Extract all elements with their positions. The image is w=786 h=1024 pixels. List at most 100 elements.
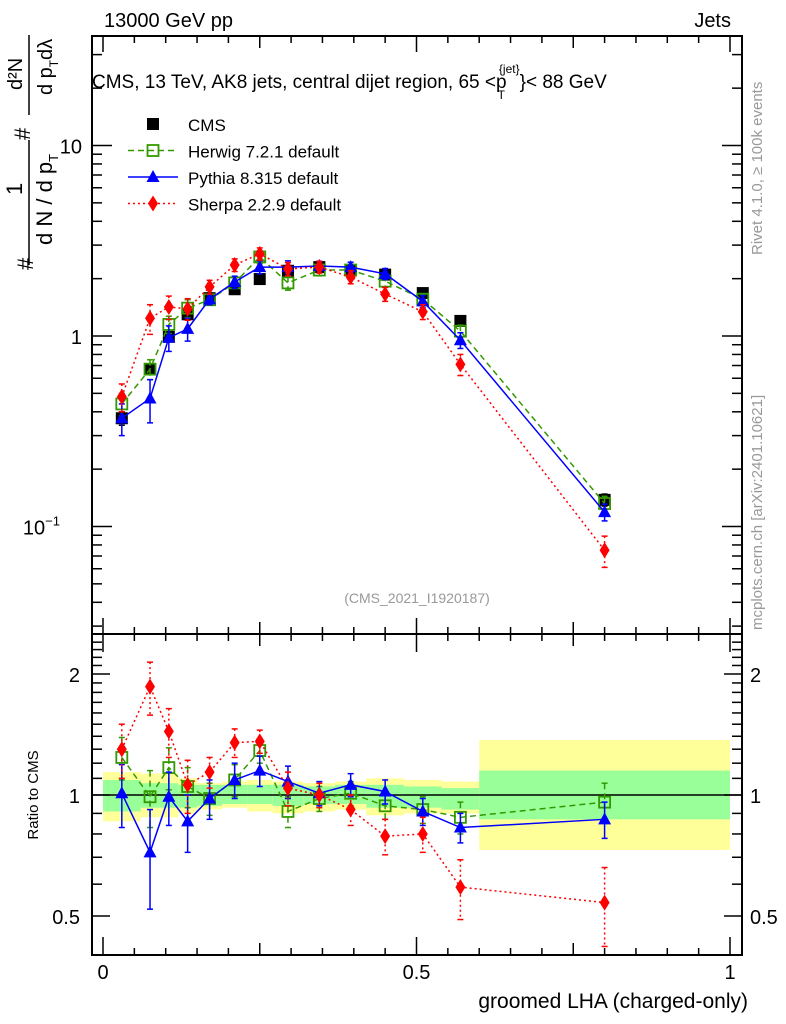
x-tick-label: 0.5 <box>403 962 431 984</box>
main-y-tick-label: 1 <box>71 327 82 349</box>
main-pythia-point <box>344 260 358 273</box>
mcplots-label: mcplots.cern.ch [arXiv:2401.10621] <box>749 395 766 630</box>
ratio-pythia-point <box>162 789 176 802</box>
legend-sherpa-marker <box>148 195 158 212</box>
rivet-label: Rivet 4.1.0, ≥ 100k events <box>749 82 766 255</box>
main-herwig-line <box>121 255 606 505</box>
ratio-sherpa-point <box>282 780 293 797</box>
ratio-sherpa-point <box>204 764 215 781</box>
main-pythia-point <box>253 260 267 273</box>
title-main: CMS, 13 TeV, AK8 jets, central dijet reg… <box>92 72 507 93</box>
legend-pythia-label: Pythia 8.315 default <box>188 169 339 188</box>
legend-sherpa-label: Sherpa 2.2.9 default <box>188 196 341 215</box>
stat-uncertainty-band <box>441 788 480 810</box>
main-pythia-point <box>181 321 195 334</box>
ylabel-hash-bottom: # <box>13 257 38 270</box>
ratio-y-tick-label-right: 2 <box>750 665 761 687</box>
ratio-pythia-point <box>253 763 267 776</box>
ylabel-lambda: dλ <box>35 39 57 60</box>
ylabel-numerator: d²N <box>5 58 27 90</box>
main-y-label: # 1 d N / d pT # d²N d pT dλ <box>2 35 61 270</box>
ratio-sherpa-point <box>116 741 127 758</box>
ratio-pythia-point <box>344 777 358 790</box>
ratio-herwig-point <box>143 790 157 804</box>
ratio-pythia-point <box>203 791 217 804</box>
legend: CMS Herwig 7.2.1 default Pythia 8.315 defa… <box>128 116 341 215</box>
main-sherpa-point <box>254 245 265 262</box>
main-sherpa-point <box>345 269 356 286</box>
legend-pythia-marker <box>146 170 160 182</box>
header-left-label: 13000 GeV pp <box>104 10 233 32</box>
analysis-watermark: (CMS_2021_I1920187) <box>344 590 490 606</box>
main-sherpa-point <box>229 256 240 273</box>
ratio-sherpa-point <box>163 723 174 740</box>
ratio-pythia-point <box>416 804 430 817</box>
ratio-pythia-point <box>143 845 157 858</box>
ylabel-one: 1 <box>2 183 27 195</box>
main-y-tick-label: 10−1 <box>23 514 60 540</box>
ylabel-denominator-2: d pT <box>35 59 61 95</box>
main-sherpa-point <box>314 259 325 276</box>
ratio-y-label: Ratio to CMS <box>25 750 42 839</box>
main-sherpa-point <box>116 388 127 405</box>
main-sherpa-line <box>121 252 606 551</box>
main-sherpa-point <box>455 356 466 373</box>
ratio-sherpa-point <box>229 734 240 751</box>
main-herwig-point <box>281 276 295 290</box>
legend-herwig-label: Herwig 7.2.1 default <box>188 143 339 162</box>
main-pythia-point <box>115 411 129 424</box>
ratio-y-tick-label: 1 <box>69 786 80 808</box>
main-y-tick-label: 10 <box>60 137 82 159</box>
ratio-sherpa-point <box>417 825 428 842</box>
ratio-y-tick-label-right: 0.5 <box>750 907 778 929</box>
ratio-frame: 0.5 0.5 1 1 2 2 0 0.5 1 <box>52 633 778 984</box>
main-pythia-point <box>228 275 242 288</box>
ratio-sherpa-point <box>599 894 610 911</box>
ratio-pythia-point <box>181 814 195 827</box>
plot-title: CMS, 13 TeV, AK8 jets, central dijet reg… <box>92 62 607 102</box>
ratio-sherpa-point <box>314 787 325 803</box>
x-tick-label: 0 <box>97 962 108 984</box>
title-after: }< 88 GeV <box>520 72 607 93</box>
ratio-pythia-point <box>453 820 467 833</box>
ratio-pythia-point <box>115 786 129 799</box>
ylabel-denominator: d N / d pT <box>32 154 61 245</box>
main-cms-point <box>253 273 266 286</box>
ratio-y-tick-label-right: 1 <box>750 786 761 808</box>
ratio-sherpa-point <box>145 678 156 695</box>
main-pythia-point <box>453 333 467 346</box>
ratio-y-tick-label: 2 <box>69 665 80 687</box>
main-pythia-point <box>203 292 217 305</box>
title-sup: {jet} <box>499 62 520 76</box>
ratio-sherpa-point <box>345 801 356 818</box>
title-sub: T <box>498 88 506 102</box>
ratio-series-layer <box>115 661 612 948</box>
main-pythia-point <box>598 505 612 518</box>
main-herwig-point <box>143 362 157 376</box>
main-pythia-point <box>378 266 392 279</box>
main-sherpa-point <box>204 278 215 295</box>
main-series-layer <box>115 245 612 569</box>
header-right-label: Jets <box>694 10 731 32</box>
legend-cms-label: CMS <box>188 116 226 135</box>
ylabel-hash-mid: # <box>10 127 35 140</box>
main-sherpa-point <box>380 286 391 303</box>
x-tick-label: 1 <box>724 962 735 984</box>
ratio-pythia-point <box>598 812 612 825</box>
ratio-sherpa-point <box>380 828 391 845</box>
ratio-sherpa-line <box>121 684 605 904</box>
ratio-sherpa-point <box>254 733 265 750</box>
x-axis-label: groomed LHA (charged-only) <box>478 990 748 1013</box>
ratio-sherpa-point <box>182 776 193 793</box>
main-sherpa-point <box>282 260 293 277</box>
main-sherpa-point <box>599 542 610 559</box>
main-frame: 10−1 1 10 <box>23 35 743 635</box>
main-pythia-point <box>416 294 430 307</box>
legend-herwig-marker <box>146 144 160 157</box>
ratio-sherpa-point <box>455 879 466 896</box>
main-cms-point <box>454 314 467 327</box>
main-sherpa-point <box>145 310 156 327</box>
main-pythia-point <box>143 391 157 404</box>
ratio-pythia-point <box>228 772 242 785</box>
